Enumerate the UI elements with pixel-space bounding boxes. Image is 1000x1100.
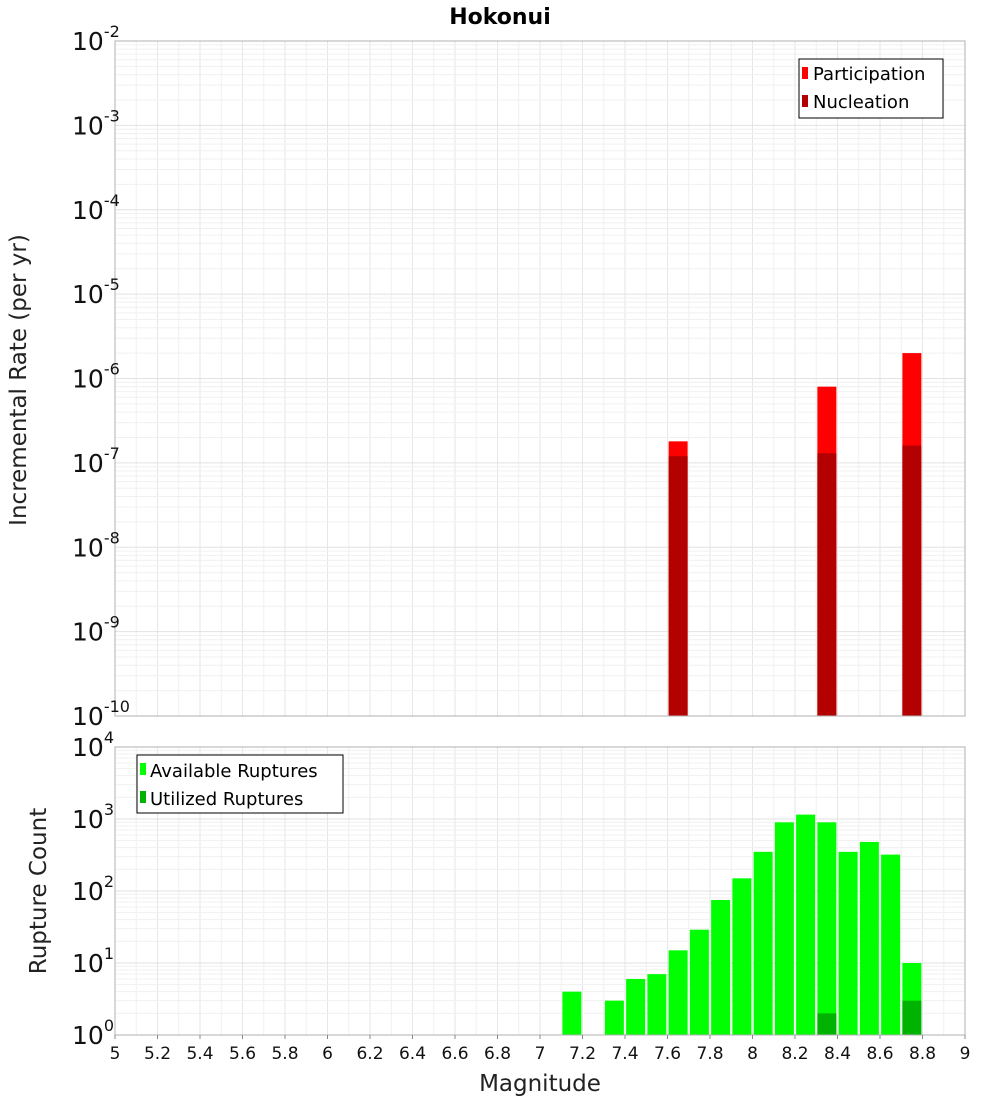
rate-legend-box [798, 58, 944, 119]
available-ruptures-bar [881, 854, 901, 1035]
y-tick-label: 10-10 [72, 697, 130, 731]
y-tick-label: 10-2 [72, 22, 120, 56]
count-legend-box [136, 754, 344, 814]
y-tick-label: 10-6 [72, 360, 120, 394]
x-tick-label: 9 [960, 1044, 971, 1064]
x-tick-label: 7.8 [696, 1044, 723, 1064]
available-ruptures-bar [817, 822, 837, 1035]
rate-gridlines [115, 41, 965, 717]
y-tick-label: 104 [72, 728, 114, 762]
x-axis-label: Magnitude [479, 1071, 601, 1097]
y-tick-label: 102 [72, 872, 114, 906]
x-tick-label: 7.6 [654, 1044, 681, 1064]
y-tick-label: 10-5 [72, 275, 120, 309]
available-ruptures-bar [711, 899, 731, 1035]
rate-panel: 10-10 10-9 10-8 10-7 10-6 10-5 10-4 10-3 10-2 In… [6, 22, 966, 731]
x-tick-label: 5.6 [229, 1044, 256, 1064]
available-ruptures-bar [753, 851, 773, 1035]
y-tick-label: 10-8 [72, 528, 120, 562]
x-tick-label: 7.4 [611, 1044, 638, 1064]
available-ruptures-bar [647, 974, 667, 1035]
chart-title: Hokonui [449, 5, 551, 30]
participation-legend-swatch [802, 67, 808, 79]
available-ruptures-bar [732, 878, 752, 1035]
x-tick-label: 5.2 [144, 1044, 171, 1064]
rate-plot-border [114, 40, 966, 717]
nucleation-bar [902, 445, 922, 716]
utilized-legend-swatch [140, 791, 146, 803]
y-tick-label: 103 [72, 800, 114, 834]
x-tick-label: 6 [322, 1044, 333, 1064]
y-tick-label: 101 [72, 944, 114, 978]
available-legend-swatch [140, 763, 146, 775]
count-y-axis-label: Rupture Count [26, 808, 52, 974]
y-tick-label: 10-4 [72, 191, 120, 225]
available-ruptures-bar [689, 929, 709, 1035]
x-tick-label: 7 [535, 1044, 546, 1064]
x-tick-label: 7.2 [569, 1044, 596, 1064]
count-bars [562, 814, 922, 1035]
x-tick-label: 6.8 [484, 1044, 511, 1064]
utilized-legend-label: Utilized Ruptures [150, 789, 303, 810]
count-x-ticks: 5 5.2 5.4 5.6 5.8 6 6.2 6.4 6.6 6.8 7 7.2 7.4 7.6 7.8 8… [110, 1035, 971, 1064]
nucleation-bar [817, 453, 837, 716]
rate-legend: Participation Nucleation [798, 58, 944, 119]
participation-legend-label: Participation [813, 64, 925, 85]
y-tick-label: 10-3 [72, 106, 120, 140]
y-tick-label: 10-7 [72, 444, 120, 478]
available-ruptures-bar [604, 1000, 624, 1035]
rate-bars [668, 353, 922, 716]
available-ruptures-bar [626, 978, 646, 1035]
count-panel: 100 101 102 103 104 5 5.2 5.4 5.6 5.8 6 6.2 6.4 6.6 6… [26, 728, 970, 1097]
x-tick-label: 5.4 [186, 1044, 213, 1064]
x-tick-label: 8.4 [824, 1044, 851, 1064]
available-ruptures-bar [838, 851, 858, 1035]
x-tick-label: 8 [747, 1044, 758, 1064]
x-tick-label: 6.6 [441, 1044, 468, 1064]
available-ruptures-bar [859, 841, 879, 1035]
x-tick-label: 8.6 [866, 1044, 893, 1064]
x-tick-label: 8.8 [909, 1044, 936, 1064]
nucleation-legend-swatch [802, 95, 808, 107]
available-ruptures-bar [562, 991, 582, 1035]
nucleation-bar [668, 456, 688, 716]
y-tick-label: 10-9 [72, 613, 120, 647]
available-ruptures-bar [668, 950, 688, 1035]
nucleation-legend-label: Nucleation [813, 92, 909, 113]
y-tick-label: 100 [72, 1016, 114, 1050]
rate-y-ticks: 10-10 10-9 10-8 10-7 10-6 10-5 10-4 10-3 10-2 [72, 22, 130, 731]
count-y-ticks: 100 101 102 103 104 [72, 728, 114, 1050]
rate-y-axis-label: Incremental Rate (per yr) [6, 234, 32, 526]
available-ruptures-bar [774, 822, 794, 1035]
x-tick-label: 5.8 [271, 1044, 298, 1064]
x-tick-label: 6.2 [356, 1044, 383, 1064]
x-tick-label: 6.4 [399, 1044, 426, 1064]
utilized-ruptures-bar [817, 1013, 837, 1035]
x-tick-label: 8.2 [781, 1044, 808, 1064]
available-legend-label: Available Ruptures [150, 761, 318, 782]
available-ruptures-bar [796, 814, 816, 1035]
utilized-ruptures-bar [902, 1000, 922, 1035]
count-legend: Available Ruptures Utilized Ruptures [136, 754, 344, 814]
x-tick-label: 5 [110, 1044, 121, 1064]
